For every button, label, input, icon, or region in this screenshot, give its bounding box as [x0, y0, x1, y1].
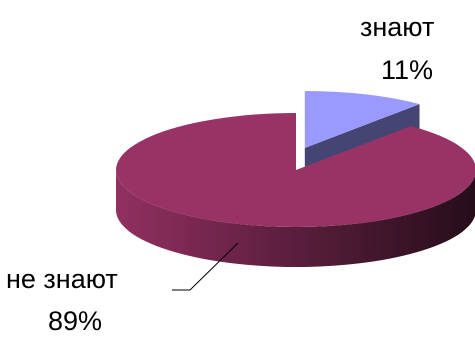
slice-top-0 [304, 90, 420, 148]
slice-value-know: 11% [381, 55, 434, 85]
leader-line-dont-know [172, 242, 239, 291]
slice-top-1 [116, 113, 475, 227]
slice-value-dont-know: 89% [48, 306, 103, 336]
slice-label-know: знают [360, 12, 435, 42]
slice-label-dont-know: не знают [6, 264, 118, 294]
slice-side-1 [116, 170, 475, 267]
